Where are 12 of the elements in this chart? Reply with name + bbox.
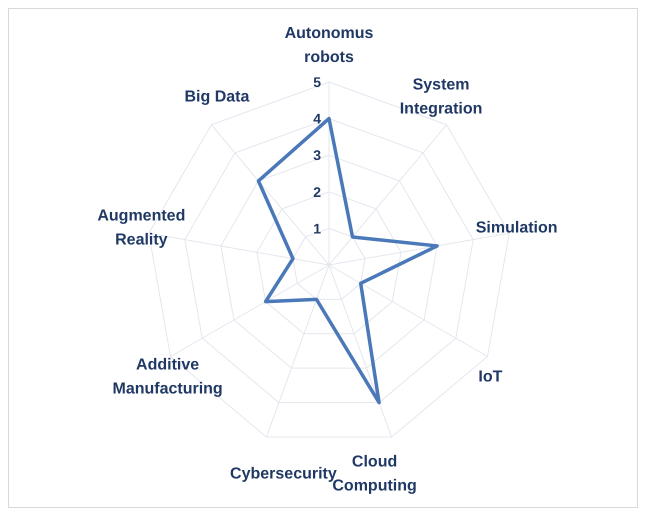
spoke-label: System Integration xyxy=(400,76,482,118)
spoke-label: Additive Manufacturing xyxy=(112,356,223,398)
y-tick-label: 5 xyxy=(313,74,322,90)
y-tick-label: 2 xyxy=(313,184,322,200)
y-tick-label: 3 xyxy=(313,147,322,164)
y-tick-label: 4 xyxy=(313,110,322,127)
spoke-label: Augmented Reality xyxy=(97,208,186,249)
spoke-label: Simulation xyxy=(476,220,558,237)
y-tick-label: 1 xyxy=(313,220,322,236)
spoke-label: Big Data xyxy=(184,88,250,106)
spoke-label: Autonomus robots xyxy=(284,25,374,66)
spoke-label: IoT xyxy=(478,368,503,386)
